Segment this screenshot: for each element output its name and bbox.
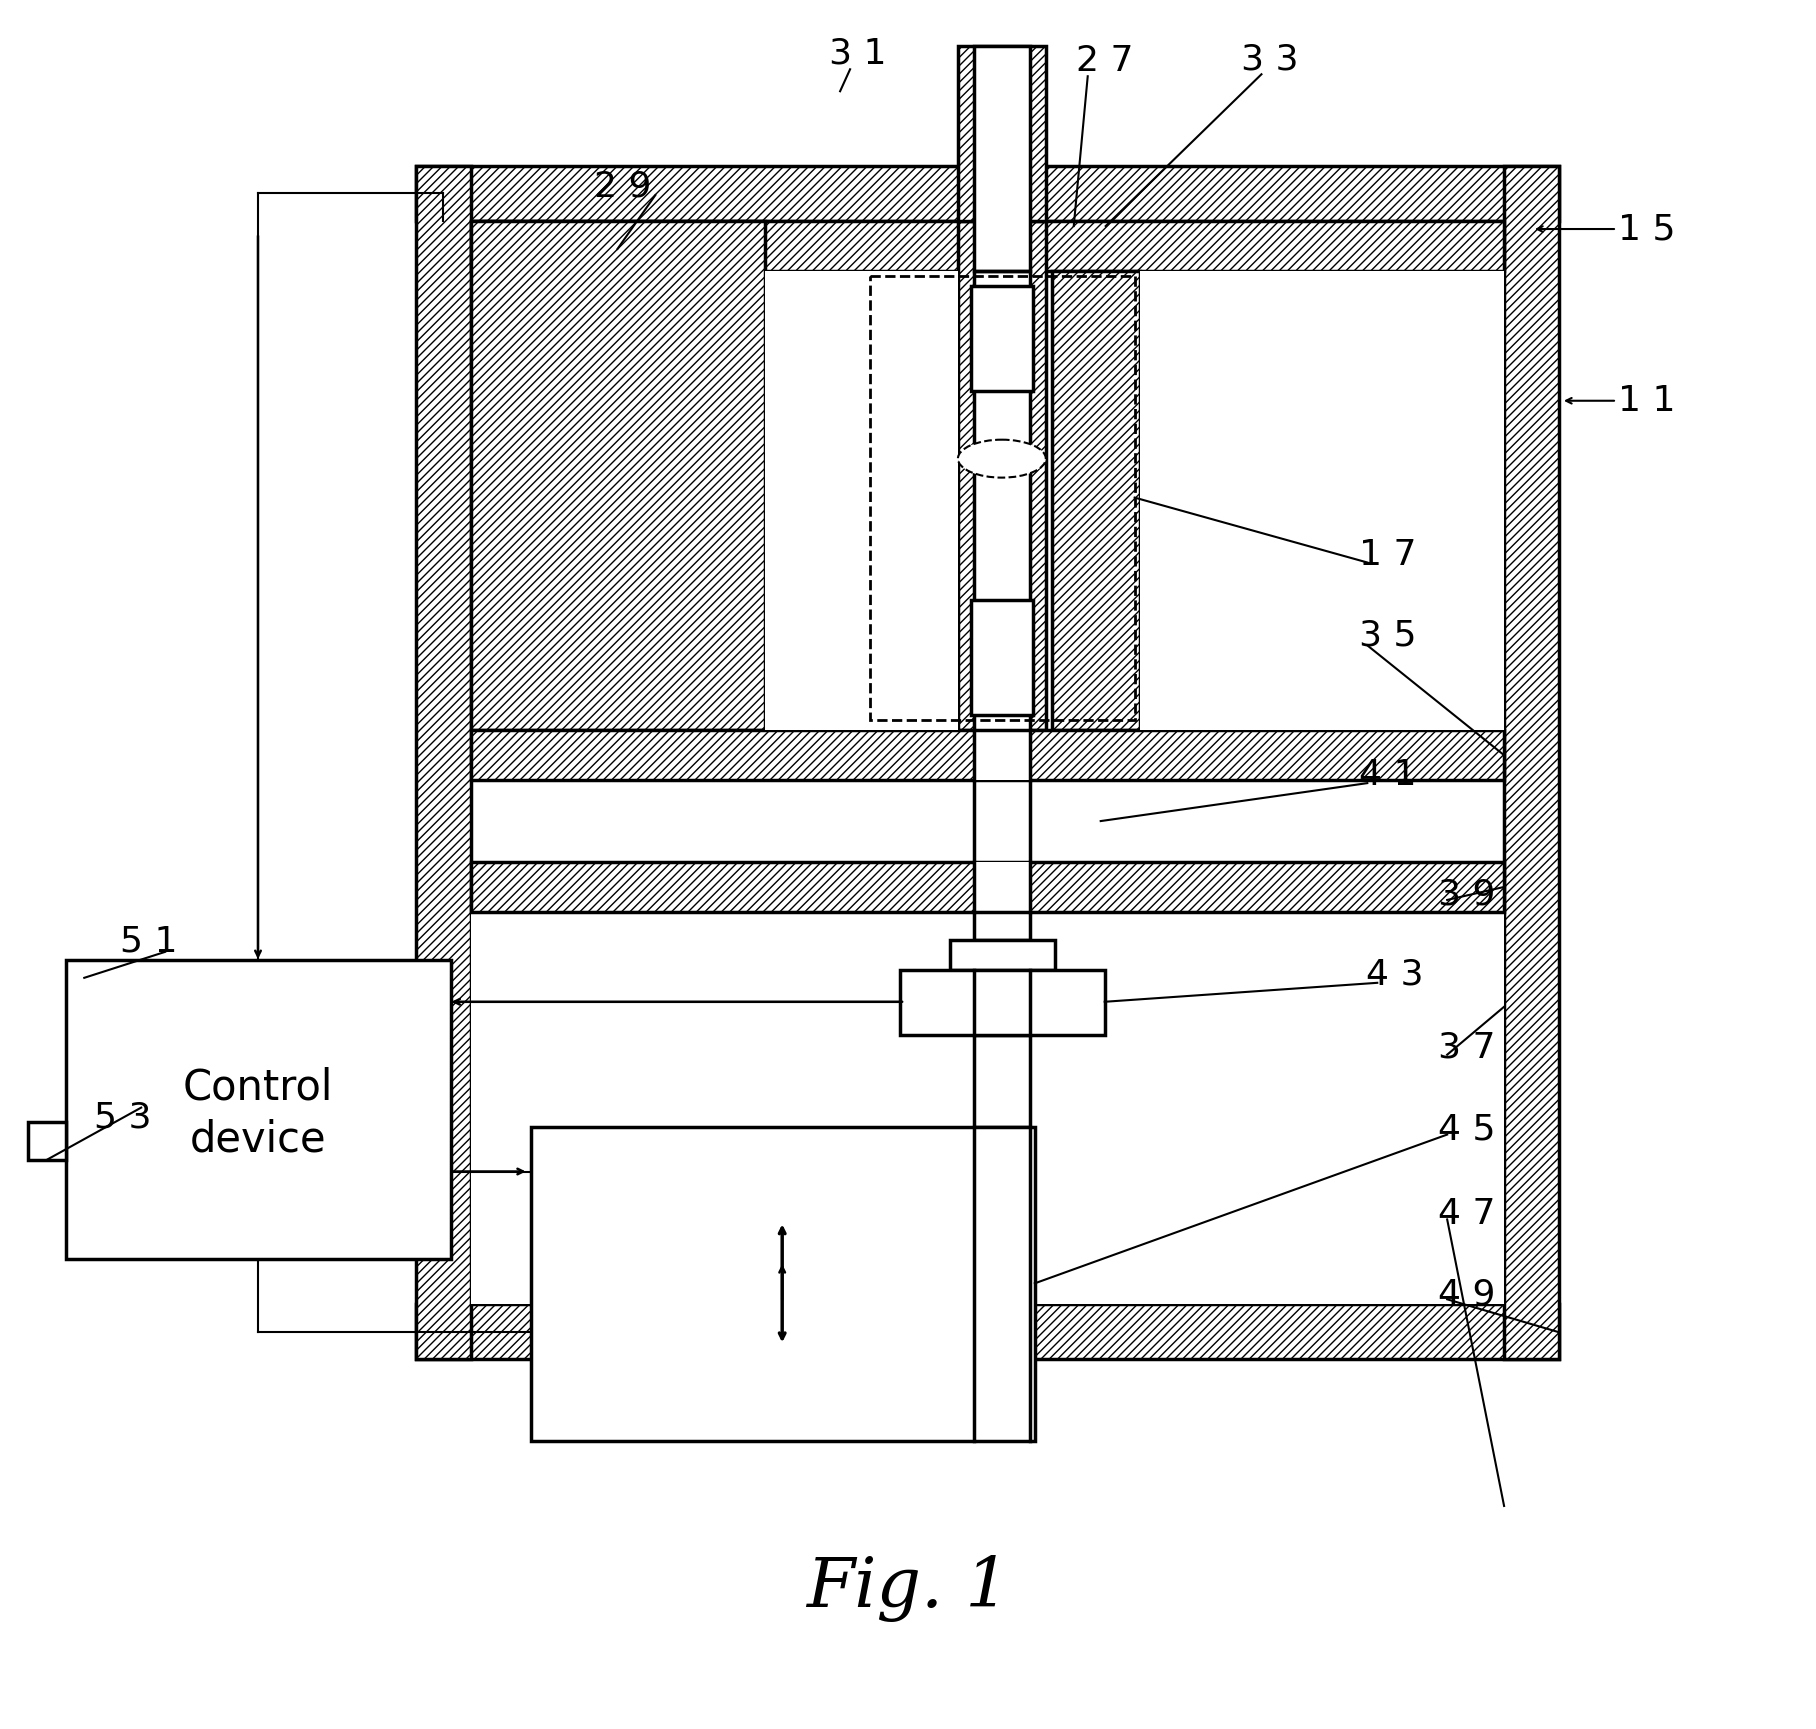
Bar [470, 221, 1504, 271]
Bar [1140, 271, 1504, 730]
Bar [1504, 166, 1558, 1359]
Bar [470, 911, 530, 1304]
Text: Fig. 1: Fig. 1 [806, 1556, 1010, 1622]
Text: 4 3: 4 3 [1366, 958, 1424, 992]
Text: 3 3: 3 3 [1240, 41, 1298, 76]
Text: 3 7: 3 7 [1438, 1030, 1496, 1065]
Text: 2 9: 2 9 [594, 169, 652, 202]
Ellipse shape [957, 439, 1046, 477]
Text: 1 7: 1 7 [1358, 538, 1416, 572]
Bar [470, 863, 1504, 911]
Text: 5 1: 5 1 [120, 925, 178, 960]
Bar [1051, 271, 1140, 730]
Bar [973, 271, 1030, 730]
Bar [901, 970, 1104, 1034]
Bar [1035, 911, 1504, 1304]
Bar [416, 166, 470, 1359]
Bar [972, 285, 1033, 391]
Text: 1 1: 1 1 [1618, 384, 1676, 418]
Bar [530, 1127, 1035, 1440]
Text: 3 5: 3 5 [1358, 619, 1416, 652]
Bar [470, 221, 1504, 1304]
Bar [973, 1034, 1030, 1127]
Text: 5 3: 5 3 [94, 1101, 153, 1134]
Bar [765, 271, 957, 730]
Text: 4 5: 4 5 [1438, 1112, 1496, 1146]
Text: 1 5: 1 5 [1618, 213, 1676, 246]
Bar [470, 730, 1504, 780]
Bar [973, 271, 1030, 730]
Bar [950, 941, 1055, 970]
Bar [416, 1304, 1558, 1359]
Text: 4 1: 4 1 [1358, 757, 1416, 792]
Bar [973, 730, 1030, 780]
Bar [67, 960, 450, 1259]
Bar [957, 221, 1046, 730]
Text: 3 9: 3 9 [1438, 878, 1496, 911]
Bar [470, 221, 765, 730]
Bar [957, 47, 1046, 221]
Bar [973, 47, 1030, 271]
Bar [29, 1122, 67, 1160]
Bar [972, 600, 1033, 716]
Bar [973, 780, 1030, 863]
Bar [416, 166, 1558, 221]
Bar [973, 911, 1030, 941]
Text: 4 9: 4 9 [1438, 1278, 1496, 1311]
Text: 2 7: 2 7 [1075, 45, 1133, 78]
Text: Control: Control [183, 1067, 332, 1108]
Bar [973, 863, 1030, 911]
Text: 4 7: 4 7 [1438, 1198, 1496, 1231]
Bar [870, 277, 1135, 721]
Text: 3 1: 3 1 [830, 36, 886, 71]
Text: device: device [189, 1119, 327, 1160]
